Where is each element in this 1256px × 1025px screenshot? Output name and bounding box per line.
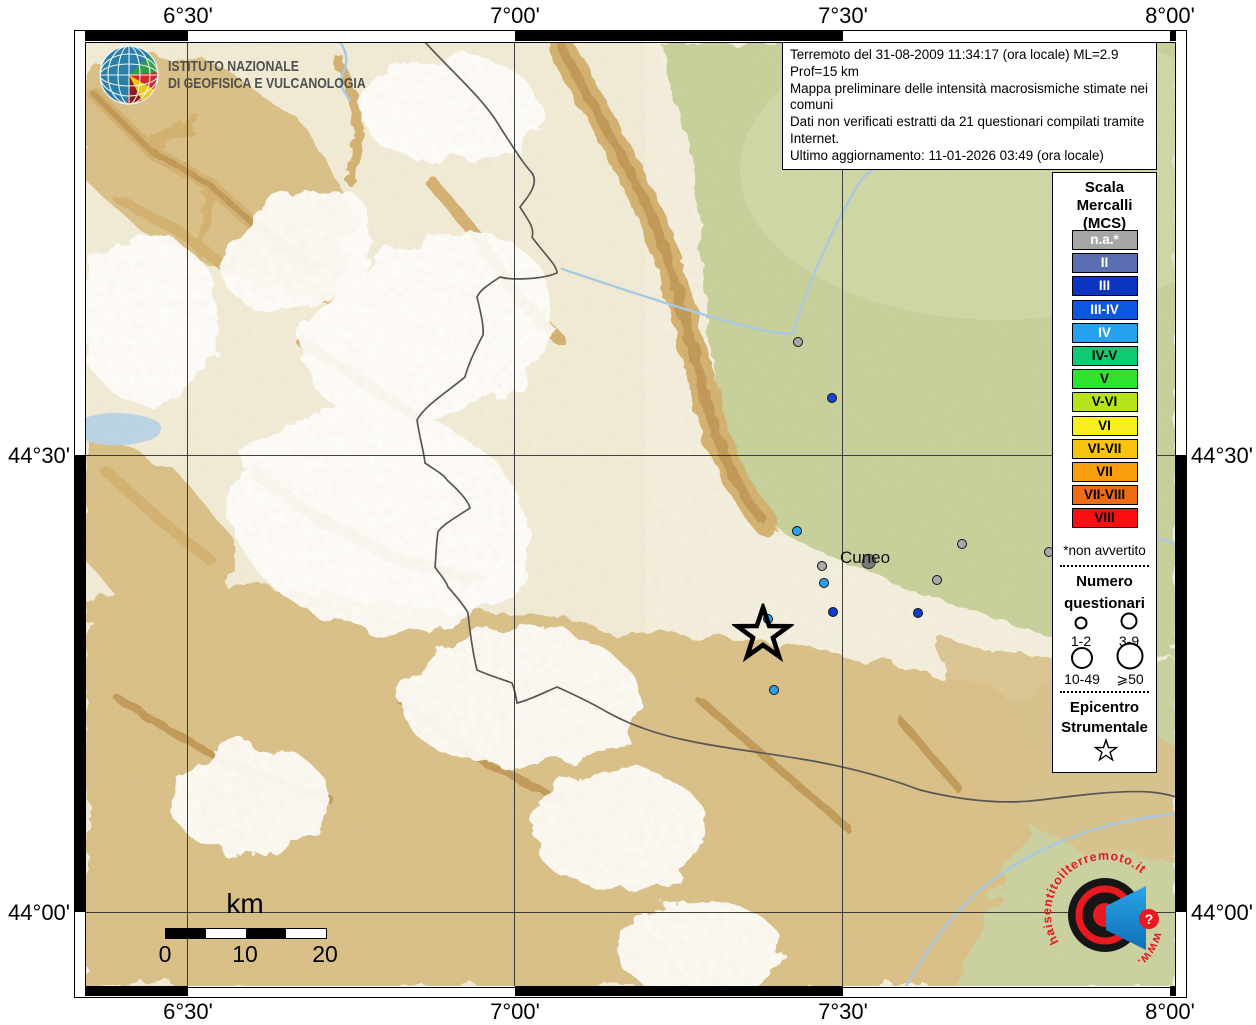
mcs-level-box: VII-VIII (1071, 485, 1138, 506)
frame-segment (1170, 31, 1176, 41)
questionnaires-title-line1: Numero (1076, 573, 1133, 590)
mcs-level-box: III-IV (1071, 299, 1138, 320)
axis-bottom-7-30: 7°30' (818, 999, 868, 1024)
event-info-box: Terremoto del 31-08-2009 11:34:17 (ora l… (782, 42, 1157, 170)
epicenter-title-line2: Strumentale (1061, 719, 1148, 736)
size-label-1-2: 1-2 (1070, 633, 1092, 649)
size-icon-3-9 (1120, 612, 1138, 630)
frame-segment (515, 31, 843, 41)
gridline-7-00 (514, 42, 515, 988)
mcs-level-box: V-VI (1071, 392, 1138, 413)
city-label: Cuneo (840, 548, 891, 567)
axis-bottom-8-00: 8°00' (1145, 999, 1195, 1024)
scalebar-unit-label: km (226, 888, 264, 919)
gridline-44-00 (85, 912, 1176, 913)
axis-left-44-30: 44°30' (8, 443, 70, 468)
frame-segment (1176, 455, 1186, 912)
legend-separator (1060, 691, 1149, 693)
frame-segment (515, 986, 843, 996)
size-icon-50 (1116, 642, 1144, 670)
info-line-event: Terremoto del 31-08-2009 11:34:17 (ora l… (790, 47, 1119, 79)
mcs-level-box: VI-VII (1071, 438, 1138, 459)
mcs-level-box: IV (1071, 322, 1138, 343)
axis-top-6-30: 6°30' (163, 3, 213, 28)
mcs-level-box: VII (1071, 461, 1138, 482)
size-icon-10-49 (1071, 647, 1093, 669)
frame-segment (85, 31, 188, 41)
axis-bottom-7-00: 7°00' (490, 999, 540, 1024)
ingv-name-line1: ISTITUTO NAZIONALE (168, 58, 299, 75)
legend-panel: Scala Mercalli (MCS) n.a.* II III III-IV… (1052, 172, 1157, 773)
scalebar-tick-0: 0 (158, 941, 172, 967)
legend-separator (1060, 565, 1149, 567)
info-line-updated: Ultimo aggiornamento: 11-01-2026 03:49 (… (790, 147, 1104, 163)
axis-right-44-30: 44°30' (1191, 443, 1253, 468)
gridline-44-30 (85, 455, 1176, 456)
mcs-level-box: n.a.* (1071, 230, 1138, 250)
mcs-level-box: V (1071, 369, 1138, 390)
ingv-name-line2: DI GEOFISICA E VULCANOLOGIA (168, 75, 366, 92)
terrain-grain (85, 42, 1176, 988)
mcs-level-box: VI (1071, 415, 1138, 436)
ingv-logo: ISTITUTO NAZIONALE DI GEOFISICA E VULCAN… (98, 44, 409, 106)
frame-segment (85, 986, 188, 996)
axis-bottom-6-30: 6°30' (163, 999, 213, 1024)
mcs-level-box: III (1071, 276, 1138, 297)
legend-title-line3: (MCS) (1082, 215, 1127, 232)
size-label-10-49: 10-49 (1064, 671, 1100, 687)
ingv-globe-icon (99, 45, 159, 105)
info-line-data: Dati non verificati estratti da 21 quest… (790, 114, 1145, 146)
axis-top-7-30: 7°30' (818, 3, 868, 28)
legend-title-line2: Mercalli (1076, 197, 1133, 214)
mcs-level-box: VIII (1071, 508, 1138, 529)
info-line-map: Mappa preliminare delle intensità macros… (790, 80, 1148, 113)
question-badge (1139, 909, 1159, 929)
terrain-map (85, 42, 1176, 988)
axis-top-7-00: 7°00' (490, 3, 540, 28)
frame-segment (1170, 986, 1176, 996)
scalebar-tick-10: 10 (232, 941, 258, 967)
epicenter-title-line1: Epicentro (1069, 699, 1140, 716)
size-icon-1-2 (1074, 616, 1088, 630)
scalebar-tick-20: 20 (312, 941, 338, 967)
legend-footnote: *non avvertito (1063, 543, 1146, 558)
axis-right-44-00: 44°00' (1191, 900, 1253, 925)
size-label-50: ⩾50 (1116, 671, 1144, 687)
axis-top-8-00: 8°00' (1145, 3, 1195, 28)
haisentitoilterremoto-logo: ? haisentitoilterremoto.it www. (1043, 853, 1165, 970)
axis-left-44-00: 44°00' (8, 900, 70, 925)
frame-segment (75, 455, 85, 912)
epicenter-star-icon (1093, 737, 1119, 762)
questionnaires-title-line2: questionari (1064, 595, 1145, 612)
mcs-scale-list: n.a.* II III III-IV IV IV-V V V-VI VI VI… (1053, 230, 1156, 531)
mcs-level-box: II (1071, 253, 1138, 274)
legend-title-line1: Scala (1084, 179, 1125, 196)
megaphone-icon (1106, 886, 1146, 950)
question-mark: ? (1145, 911, 1154, 927)
gridline-7-30 (842, 42, 843, 988)
gridline-6-30 (187, 42, 188, 988)
scalebar (165, 928, 327, 939)
mcs-level-box: IV-V (1071, 345, 1138, 366)
epicenter-star (730, 600, 796, 671)
